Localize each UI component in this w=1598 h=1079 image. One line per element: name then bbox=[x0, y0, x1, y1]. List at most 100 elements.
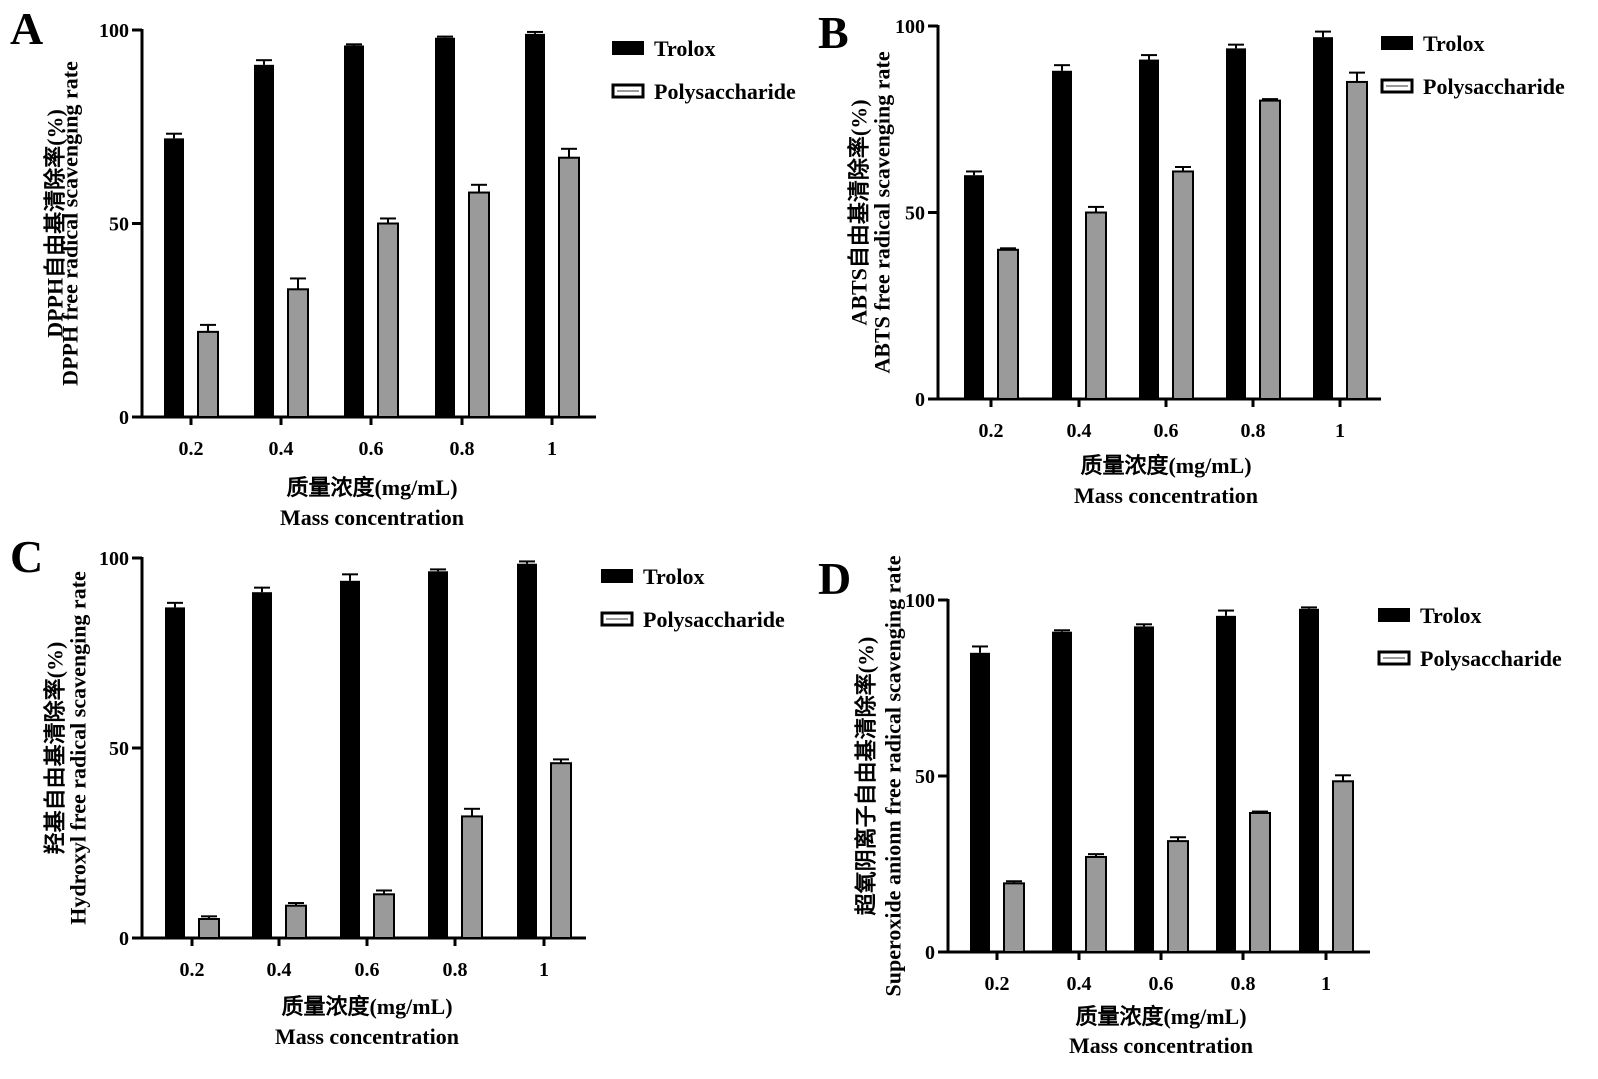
bar-trolox bbox=[1226, 48, 1246, 399]
chart-panel-b: B 0 50 100 0.2 0.4 0.6 0.8 1 ABTS自由基清除率(%)ABTS fr… bbox=[818, 7, 1565, 508]
y-tick-label: 100 bbox=[99, 20, 129, 42]
legend-label-trolox: Trolox bbox=[654, 36, 716, 61]
y-tick-label: 0 bbox=[119, 928, 129, 950]
y-tick-label: 50 bbox=[905, 203, 925, 225]
bar-trolox bbox=[428, 571, 448, 938]
y-tick-label: 50 bbox=[915, 766, 935, 788]
bar-polysaccharide bbox=[1085, 211, 1107, 400]
bar-trolox bbox=[1139, 59, 1159, 399]
x-tick-label: 1 bbox=[539, 959, 549, 981]
bar-trolox bbox=[344, 45, 364, 417]
x-axis-title-cn: 质量浓度(mg/mL) bbox=[1080, 453, 1251, 478]
bar-trolox bbox=[1216, 615, 1236, 952]
x-tick-label: 0.8 bbox=[1241, 420, 1266, 442]
panel-letter: B bbox=[818, 7, 849, 58]
bar-polysaccharide bbox=[461, 815, 483, 940]
x-tick-label: 0.4 bbox=[267, 959, 292, 981]
bar-polysaccharide bbox=[287, 288, 309, 419]
bar-trolox bbox=[1313, 37, 1333, 399]
bar-trolox bbox=[252, 592, 272, 938]
x-axis-title-en: Mass concentration bbox=[280, 505, 464, 530]
x-axis-title-en: Mass concentration bbox=[1074, 483, 1258, 508]
x-tick-label: 0.2 bbox=[179, 438, 204, 460]
legend-label-trolox: Trolox bbox=[1420, 603, 1482, 628]
bar-trolox bbox=[165, 607, 185, 938]
x-tick-label: 1 bbox=[547, 438, 557, 460]
bar-polysaccharide bbox=[1003, 882, 1025, 953]
y-tick-label: 50 bbox=[109, 214, 129, 236]
legend-swatch-trolox bbox=[612, 41, 644, 55]
bar-trolox bbox=[517, 563, 537, 938]
x-tick-label: 1 bbox=[1335, 420, 1345, 442]
legend-label-polysaccharide: Polysaccharide bbox=[654, 79, 796, 104]
x-tick-label: 0.6 bbox=[1149, 973, 1174, 995]
panel-letter: D bbox=[818, 553, 851, 604]
x-axis-title-en: Mass concentration bbox=[275, 1024, 459, 1049]
bar-trolox bbox=[340, 580, 360, 938]
bar-trolox bbox=[525, 33, 545, 418]
y-tick-label: 0 bbox=[925, 942, 935, 964]
x-tick-label: 0.4 bbox=[269, 438, 294, 460]
x-axis-title-cn: 质量浓度(mg/mL) bbox=[281, 994, 452, 1019]
y-axis-title-en: DPPH free radical scavenging rate bbox=[58, 61, 83, 386]
x-tick-label: 0.6 bbox=[355, 959, 380, 981]
chart-panel-c: C 0 50 100 0.2 0.4 0.6 0.8 1 羟基自由基清除率(%)Hydroxyl … bbox=[10, 531, 785, 1049]
y-tick-label: 0 bbox=[119, 407, 129, 429]
panel-letter: C bbox=[10, 531, 43, 582]
legend-swatch-trolox bbox=[601, 569, 633, 583]
bar-polysaccharide bbox=[1249, 811, 1271, 954]
x-axis-title-en: Mass concentration bbox=[1069, 1033, 1253, 1058]
x-tick-label: 0.6 bbox=[1154, 420, 1179, 442]
y-tick-label: 100 bbox=[905, 590, 935, 612]
chart-panel-a: A 0 50 100 0.2 0.4 0.6 0.8 1 DPPH自由基清除率(%)DPPH fr… bbox=[10, 3, 796, 530]
y-tick-label: 100 bbox=[895, 16, 925, 38]
legend-label-polysaccharide: Polysaccharide bbox=[643, 607, 785, 632]
y-tick-label: 50 bbox=[109, 738, 129, 760]
y-axis-title-en: ABTS free radical scavenging rate bbox=[870, 51, 895, 373]
bar-polysaccharide bbox=[997, 248, 1019, 400]
x-axis-title-cn: 质量浓度(mg/mL) bbox=[286, 475, 457, 500]
x-tick-label: 1 bbox=[1321, 973, 1331, 995]
legend-label-polysaccharide: Polysaccharide bbox=[1423, 74, 1565, 99]
bar-trolox bbox=[1299, 608, 1319, 952]
y-axis-title-cn: DPPH自由基清除率(%) bbox=[43, 109, 68, 338]
x-tick-label: 0.8 bbox=[1231, 973, 1256, 995]
chart-panel-d: D 0 50 100 0.2 0.4 0.6 0.8 1 超氧阴离子自由基清除率(%) Supero… bbox=[818, 553, 1562, 1058]
x-tick-label: 0.8 bbox=[443, 959, 468, 981]
legend-label-trolox: Trolox bbox=[643, 564, 705, 589]
bar-polysaccharide bbox=[1167, 840, 1189, 953]
x-tick-label: 0.2 bbox=[979, 420, 1004, 442]
legend-swatch-trolox bbox=[1378, 608, 1410, 622]
x-axis-title-cn: 质量浓度(mg/mL) bbox=[1075, 1004, 1246, 1029]
y-axis-title-cn: 超氧阴离子自由基清除率(%) bbox=[854, 637, 879, 916]
bar-polysaccharide bbox=[550, 762, 572, 940]
y-tick-label: 100 bbox=[99, 548, 129, 570]
y-tick-label: 0 bbox=[915, 389, 925, 411]
x-tick-label: 0.6 bbox=[359, 438, 384, 460]
bar-polysaccharide bbox=[285, 904, 307, 940]
bar-polysaccharide bbox=[1259, 99, 1281, 400]
bar-polysaccharide bbox=[1346, 80, 1368, 400]
x-tick-label: 0.2 bbox=[985, 973, 1010, 995]
y-axis-title-en: Superoxide anionn free radical scavengin… bbox=[881, 555, 906, 996]
y-axis-title-cn: 羟基自由基清除率(%) bbox=[43, 642, 68, 855]
bar-polysaccharide bbox=[1332, 780, 1354, 954]
x-tick-label: 0.8 bbox=[450, 438, 475, 460]
bar-trolox bbox=[970, 652, 990, 952]
x-tick-label: 0.4 bbox=[1067, 420, 1092, 442]
bar-trolox bbox=[1134, 626, 1154, 952]
bar-trolox bbox=[254, 64, 274, 417]
bar-trolox bbox=[1052, 631, 1072, 952]
legend-label-trolox: Trolox bbox=[1423, 31, 1485, 56]
x-tick-label: 0.4 bbox=[1067, 973, 1092, 995]
bar-polysaccharide bbox=[197, 330, 219, 418]
bar-polysaccharide bbox=[198, 918, 220, 939]
bar-polysaccharide bbox=[1172, 170, 1194, 400]
legend-swatch-trolox bbox=[1381, 36, 1413, 50]
bar-polysaccharide bbox=[1085, 855, 1107, 954]
legend-label-polysaccharide: Polysaccharide bbox=[1420, 646, 1562, 671]
bar-trolox bbox=[164, 138, 184, 418]
bar-polysaccharide bbox=[377, 222, 399, 418]
panel-letter: A bbox=[10, 3, 43, 54]
